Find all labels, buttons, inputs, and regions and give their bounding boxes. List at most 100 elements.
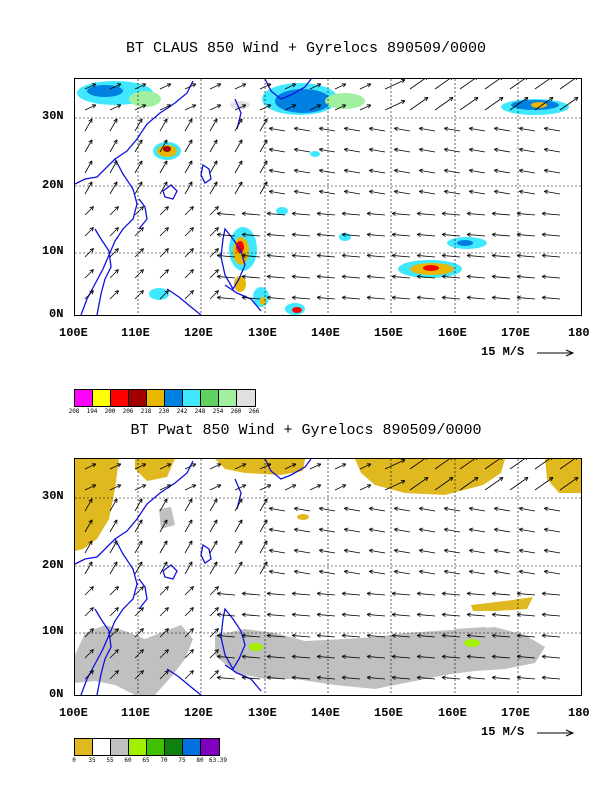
wind-vector-head <box>168 484 172 489</box>
wind-vector <box>209 160 218 174</box>
wind-vector-head <box>293 104 297 109</box>
wind-vector-head <box>216 591 221 594</box>
wind-vector <box>342 234 361 237</box>
wind-vector-head <box>441 274 446 277</box>
wind-vector-head <box>402 100 406 105</box>
colorbar-tick-label: 218 <box>140 408 152 415</box>
wind-vector-head <box>316 232 321 235</box>
wind-vector <box>419 127 436 132</box>
wind-vector-head <box>516 297 521 300</box>
wind-vector-head <box>541 677 546 680</box>
wind-vector <box>392 276 411 279</box>
wind-vector-head <box>341 612 346 615</box>
wind-vector-head <box>441 614 446 617</box>
wind-vector <box>267 677 286 680</box>
wind-vector-head <box>368 83 372 88</box>
wind-vector <box>469 549 486 554</box>
wind-vector-head <box>491 253 496 256</box>
wind-vector <box>134 649 144 659</box>
wind-vector-head <box>391 255 396 258</box>
wind-vector <box>234 561 243 575</box>
wind-vector <box>344 169 361 174</box>
colorbar-tick-label: 35 <box>88 757 96 764</box>
wind-vector <box>342 635 361 638</box>
wind-vector-head <box>114 248 119 251</box>
wind-vector-head <box>114 628 119 631</box>
wind-vector-head <box>366 677 371 680</box>
wind-vector-head <box>113 160 118 164</box>
wind-vector <box>409 459 425 470</box>
wind-vector-head <box>343 83 347 88</box>
wind-vector-head <box>475 459 478 461</box>
wind-vector-head <box>91 586 94 591</box>
wind-vector-head <box>263 540 268 544</box>
wind-vector <box>442 213 461 216</box>
wind-vector <box>317 635 336 638</box>
wind-vector-head <box>544 506 549 509</box>
wind-vector <box>517 234 536 237</box>
wind-vector-head <box>241 276 246 279</box>
wind-vector-head <box>188 561 193 565</box>
wind-vector-head <box>344 528 348 532</box>
wind-vector <box>369 549 386 554</box>
wind-vector <box>134 586 144 596</box>
wind-vector-head <box>216 211 221 214</box>
wind-vector-head <box>341 633 346 636</box>
wind-vector-head <box>391 211 396 214</box>
wind-vector-head <box>544 169 548 173</box>
wind-vector-head <box>550 79 553 81</box>
wind-vector <box>544 528 561 533</box>
wind-vector <box>369 169 386 174</box>
wind-vector-head <box>266 297 271 300</box>
wind-vector <box>467 255 486 258</box>
wind-vector-head <box>516 614 521 617</box>
wind-vector-head <box>216 612 221 615</box>
wind-vector-head <box>450 97 454 102</box>
wind-vector-head <box>541 633 546 636</box>
wind-vector-head <box>189 248 194 251</box>
wind-vector <box>184 83 197 90</box>
wind-vector-head <box>475 97 479 102</box>
wind-vector <box>309 104 322 111</box>
wind-vector <box>134 670 144 680</box>
wind-vector-head <box>500 79 503 81</box>
wind-vector <box>134 83 147 90</box>
wind-vector-head <box>163 561 168 565</box>
wind-vector-head <box>475 477 479 482</box>
wind-vector <box>384 480 406 491</box>
wind-vector-head <box>114 227 119 230</box>
wind-vector-head <box>444 127 448 131</box>
wind-vector-head <box>341 234 346 237</box>
wind-vector-head <box>266 295 271 298</box>
colorbar-swatch <box>237 390 255 406</box>
wind-vector <box>494 127 511 132</box>
wind-vector-head <box>116 248 119 253</box>
wind-vector-head <box>369 169 373 173</box>
wind-vector-head <box>441 635 446 638</box>
colorbar-claus <box>74 389 256 407</box>
wind-vector <box>109 586 119 596</box>
wind-vector-head <box>366 614 371 617</box>
wind-vector <box>242 213 261 216</box>
wind-vector-head <box>366 612 371 615</box>
wind-vector-head <box>494 168 499 171</box>
wind-vector <box>519 190 536 195</box>
wind-vector <box>444 549 461 554</box>
wind-vector-head <box>444 569 449 572</box>
wind-vector <box>267 255 286 258</box>
wind-vector-head <box>241 211 246 214</box>
wind-vector <box>369 570 386 575</box>
wind-vector-head <box>91 649 94 654</box>
colorbar-tick-label: 242 <box>176 408 188 415</box>
wind-vector-head <box>466 232 471 235</box>
wind-vector-head <box>141 586 144 591</box>
wind-vector-head <box>466 635 471 638</box>
wind-vector <box>292 614 311 617</box>
wind-vector-head <box>466 633 471 636</box>
wind-vector-head <box>544 569 549 572</box>
wind-vector <box>317 213 336 216</box>
wind-vector-head <box>419 190 423 194</box>
wind-vector-head <box>141 269 144 274</box>
wind-vector <box>234 139 243 153</box>
wind-vector <box>294 507 311 512</box>
